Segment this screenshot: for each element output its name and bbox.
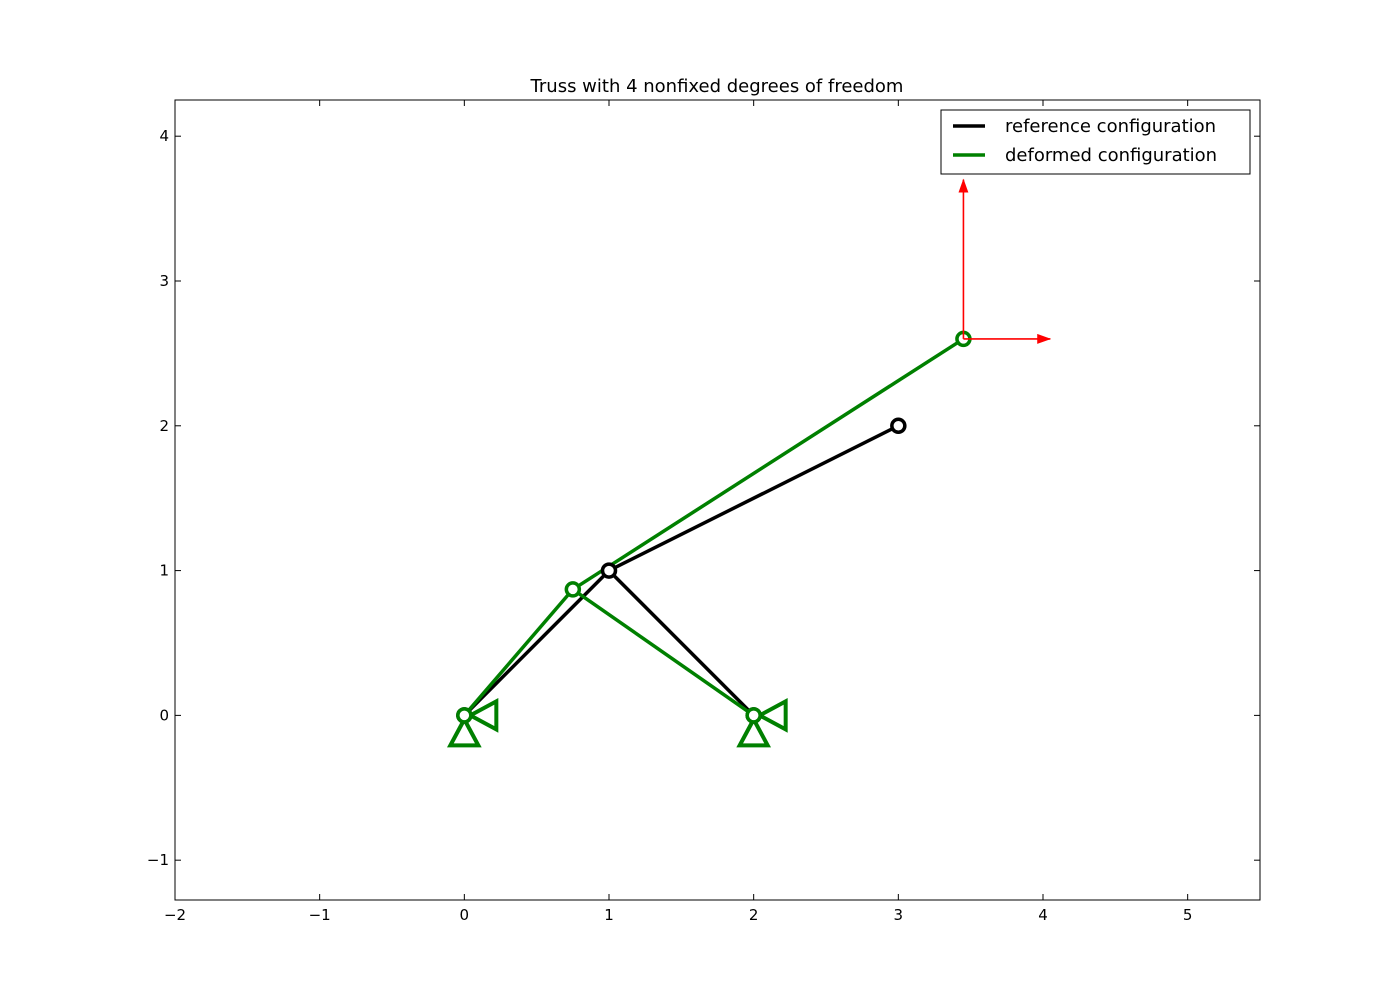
- legend: reference configuration deformed configu…: [940, 109, 1251, 175]
- y-tick-label: 4: [159, 127, 169, 145]
- y-tick-label: 0: [159, 706, 169, 724]
- plot-marks: [446, 178, 1052, 748]
- support-vertical-0: [446, 715, 482, 748]
- member-s1-2: [571, 337, 965, 591]
- support-horizontal-0: [466, 698, 499, 733]
- support-vertical-1: [736, 715, 772, 748]
- node-s0-3: [890, 417, 907, 435]
- member-s1-0: [463, 588, 575, 717]
- member-s1-1: [571, 587, 755, 717]
- plot-frame: [174, 99, 1261, 901]
- y-tick-label: 1: [159, 562, 169, 580]
- node-s0-1: [600, 562, 618, 579]
- node-s1-2: [745, 707, 762, 724]
- legend-label-deformed: deformed configuration: [1005, 145, 1217, 166]
- x-tick-label: 1: [604, 906, 614, 924]
- member-s0-1: [607, 569, 755, 717]
- x-tick-label: −2: [164, 906, 186, 924]
- node-s1-0: [456, 707, 473, 724]
- legend-box: [940, 109, 1251, 175]
- legend-label-reference: reference configuration: [1005, 116, 1216, 137]
- chart-title: Truss with 4 nonfixed degrees of freedom: [530, 76, 904, 97]
- y-tick-label: 3: [159, 272, 169, 290]
- x-tick-label: 4: [1038, 906, 1048, 924]
- node-s1-1: [564, 581, 582, 598]
- x-tick-label: 2: [749, 906, 759, 924]
- member-s0-0: [463, 569, 611, 717]
- support-horizontal-1: [755, 698, 788, 733]
- x-tick-label: 3: [894, 906, 904, 924]
- x-tick-label: 0: [460, 906, 470, 924]
- member-s0-2: [608, 424, 900, 573]
- x-tick-label: 5: [1183, 906, 1193, 924]
- x-tick-label: −1: [309, 906, 331, 924]
- y-tick-label: −1: [147, 851, 169, 869]
- axis-ticks: −2 −1 0 1 2 3 4 5 −1 0 1 2 3 4: [147, 100, 1260, 924]
- y-tick-label: 2: [159, 417, 169, 435]
